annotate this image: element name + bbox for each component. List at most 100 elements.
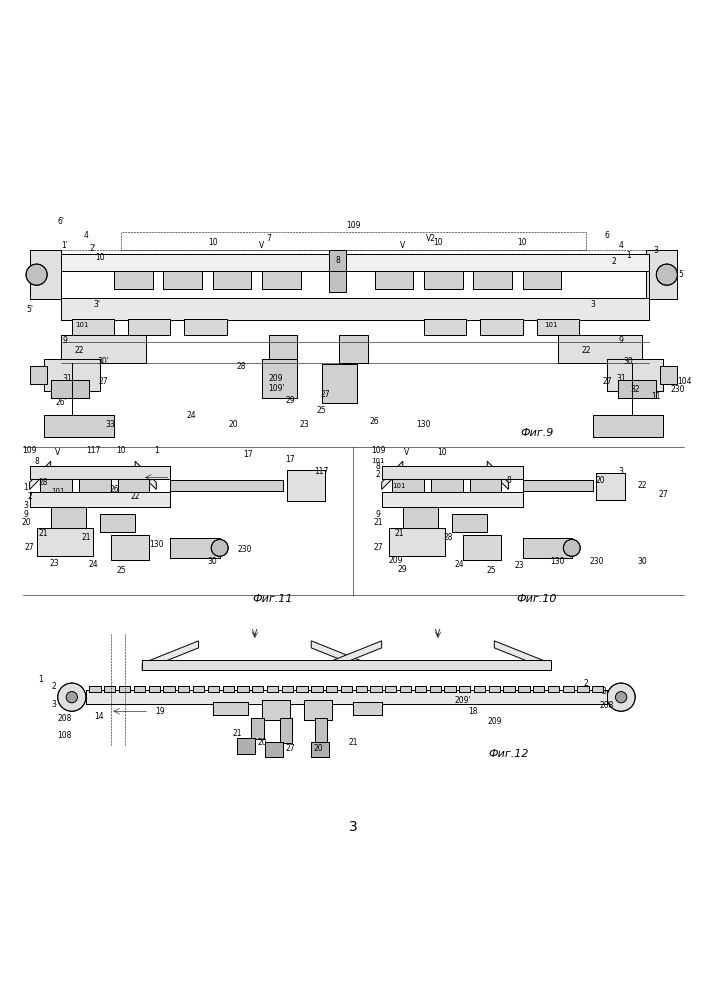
Text: 5: 5: [679, 270, 684, 279]
Text: 27: 27: [373, 543, 383, 552]
Text: V: V: [404, 448, 409, 457]
Bar: [503, 686, 515, 692]
Bar: [537, 319, 579, 335]
Bar: [40, 479, 72, 493]
Bar: [104, 686, 115, 692]
Bar: [62, 335, 146, 363]
Bar: [142, 660, 551, 670]
Bar: [30, 250, 62, 299]
Bar: [193, 686, 204, 692]
Bar: [134, 686, 145, 692]
Text: 3': 3': [93, 300, 100, 309]
Text: 130: 130: [551, 557, 565, 566]
Text: Фиг.9: Фиг.9: [520, 428, 554, 438]
Bar: [238, 738, 255, 754]
Text: 3: 3: [52, 700, 57, 709]
Bar: [356, 686, 367, 692]
Text: 10: 10: [518, 238, 527, 247]
Bar: [62, 271, 649, 299]
Text: 209': 209': [455, 696, 471, 705]
Text: V2: V2: [426, 234, 436, 243]
Text: 10: 10: [433, 238, 443, 247]
Bar: [503, 686, 515, 692]
Bar: [354, 702, 382, 715]
Text: 9: 9: [23, 510, 28, 519]
Text: 7: 7: [267, 234, 271, 243]
Bar: [489, 686, 500, 692]
Bar: [370, 686, 382, 692]
Circle shape: [616, 692, 626, 703]
Bar: [117, 479, 149, 493]
Bar: [265, 742, 283, 757]
Text: 2: 2: [612, 257, 617, 266]
Bar: [44, 359, 100, 391]
Text: 3: 3: [654, 246, 659, 255]
Bar: [459, 686, 470, 692]
Text: 230: 230: [670, 385, 684, 394]
Bar: [522, 538, 572, 558]
Text: 209: 209: [389, 556, 403, 565]
Bar: [518, 686, 530, 692]
Bar: [593, 415, 663, 437]
Bar: [89, 686, 100, 692]
Bar: [148, 686, 160, 692]
Text: 27: 27: [602, 377, 612, 386]
Bar: [281, 686, 293, 692]
Bar: [563, 686, 574, 692]
Text: 22: 22: [130, 492, 140, 501]
Bar: [51, 380, 89, 398]
Text: 3: 3: [619, 467, 624, 476]
Bar: [62, 254, 649, 271]
Text: 10: 10: [437, 448, 446, 457]
Text: 130: 130: [416, 420, 431, 429]
Bar: [326, 686, 337, 692]
Bar: [79, 479, 110, 493]
Text: 9: 9: [375, 510, 380, 519]
Text: V: V: [436, 629, 440, 638]
Bar: [444, 686, 455, 692]
Bar: [400, 686, 411, 692]
Bar: [128, 319, 170, 335]
Text: 25: 25: [317, 406, 327, 415]
Bar: [86, 690, 607, 704]
Bar: [400, 686, 411, 692]
Text: 1: 1: [626, 251, 631, 260]
Bar: [304, 700, 332, 720]
Bar: [208, 686, 219, 692]
Bar: [444, 686, 455, 692]
Bar: [322, 364, 357, 403]
Bar: [286, 470, 325, 501]
Text: 2: 2: [27, 492, 32, 501]
Text: 33: 33: [105, 420, 115, 429]
Circle shape: [656, 264, 677, 285]
Bar: [480, 319, 522, 335]
Circle shape: [563, 539, 580, 556]
Bar: [469, 479, 501, 493]
Bar: [389, 528, 445, 556]
Text: Фиг.10: Фиг.10: [516, 594, 557, 604]
Bar: [382, 492, 522, 507]
Bar: [424, 319, 466, 335]
Bar: [121, 232, 586, 250]
Bar: [415, 686, 426, 692]
Circle shape: [211, 539, 228, 556]
Bar: [262, 359, 297, 398]
Bar: [170, 480, 283, 491]
Bar: [265, 742, 283, 757]
Text: 14: 14: [94, 712, 103, 721]
Text: 28: 28: [236, 362, 245, 371]
Bar: [389, 528, 445, 556]
Text: 18: 18: [469, 707, 478, 716]
Bar: [618, 380, 656, 398]
Text: 109: 109: [346, 221, 361, 230]
Text: 22: 22: [74, 346, 83, 355]
Bar: [296, 686, 308, 692]
Text: 28: 28: [444, 533, 453, 542]
Bar: [119, 686, 130, 692]
Bar: [223, 686, 234, 692]
Bar: [339, 335, 368, 363]
Bar: [592, 686, 604, 692]
Bar: [322, 364, 357, 403]
Bar: [30, 250, 62, 299]
Text: 25: 25: [486, 566, 496, 575]
